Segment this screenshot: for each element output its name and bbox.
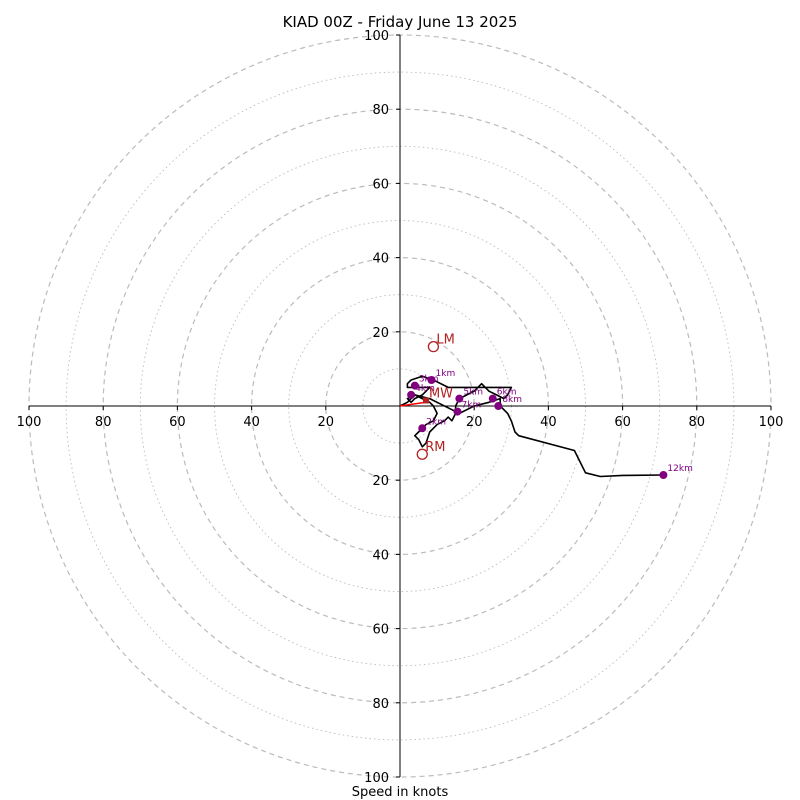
height-marker xyxy=(427,376,436,385)
y-tick-label: 80 xyxy=(372,103,389,118)
x-tick-label: 40 xyxy=(540,415,557,430)
storm-motion-marker xyxy=(416,448,428,460)
y-tick-label: 60 xyxy=(372,177,389,192)
height-marker xyxy=(453,407,462,416)
height-marker xyxy=(494,402,503,410)
y-tick-label: 80 xyxy=(372,697,389,712)
x-tick-label: 60 xyxy=(169,415,186,430)
y-tick-label: 40 xyxy=(372,548,389,563)
y-tick-label: 20 xyxy=(372,326,389,341)
y-tick-label: 20 xyxy=(372,474,389,489)
y-tick-label: 40 xyxy=(372,252,389,267)
x-tick-label: 20 xyxy=(318,415,335,430)
height-marker-label: 6km xyxy=(497,388,517,398)
y-tick-label: 100 xyxy=(364,771,389,786)
height-marker-label: 8km xyxy=(502,395,522,405)
height-marker xyxy=(455,394,464,403)
height-marker-label: 4km xyxy=(415,384,435,394)
height-marker-label: 1km xyxy=(436,369,456,379)
storm-motion-label: LM xyxy=(436,333,454,348)
height-marker-label: 7km xyxy=(462,401,482,411)
storm-motion-label: MW xyxy=(429,386,453,401)
shear-vector xyxy=(399,401,427,407)
height-marker-label: 3km xyxy=(419,375,439,385)
x-tick-label: 100 xyxy=(759,415,784,430)
mean-wind-marker xyxy=(422,397,429,404)
x-tick-label: 80 xyxy=(689,415,706,430)
height-marker xyxy=(410,381,419,390)
chart-title: KIAD 00Z - Friday June 13 2025 xyxy=(283,13,518,31)
storm-motion-marker xyxy=(427,340,440,353)
height-marker-label: 2km xyxy=(426,417,446,427)
storm-motion-label: RM xyxy=(425,440,445,455)
height-marker xyxy=(418,424,427,433)
storm-motion-markers: LM RM MW xyxy=(416,333,455,460)
height-marker xyxy=(659,471,668,480)
tick-labels: 100 80 60 40 20 20 40 60 80 100 100 80 60 40 20 20 40 60 8… xyxy=(17,29,784,786)
x-tick-label: 20 xyxy=(466,415,483,430)
x-axis-label: Speed in knots xyxy=(352,785,449,800)
height-marker-label: 5km xyxy=(463,388,483,398)
height-marker xyxy=(407,390,416,399)
y-tick-label: 100 xyxy=(364,29,389,44)
height-marker xyxy=(488,394,497,403)
height-marker-label: 12km xyxy=(667,464,692,474)
y-tick-label: 60 xyxy=(372,623,389,638)
x-tick-label: 100 xyxy=(17,415,42,430)
x-tick-label: 60 xyxy=(614,415,631,430)
x-tick-label: 40 xyxy=(243,415,260,430)
x-tick-label: 80 xyxy=(95,415,112,430)
